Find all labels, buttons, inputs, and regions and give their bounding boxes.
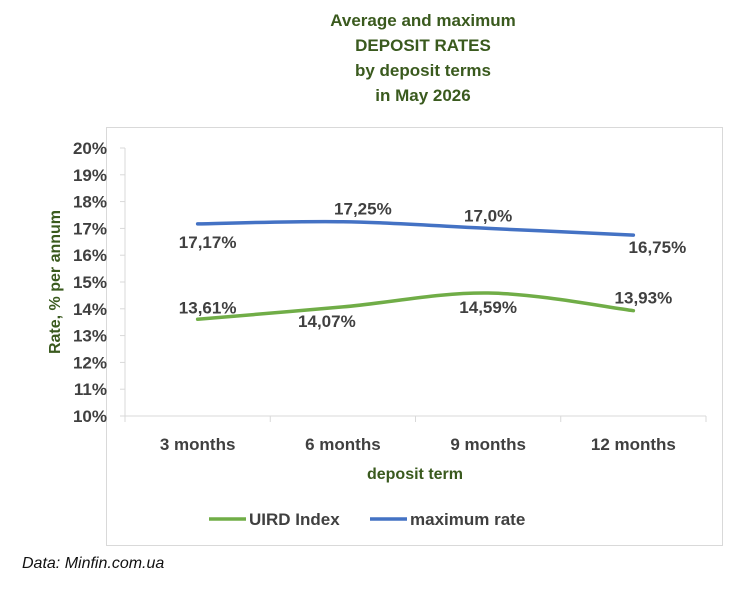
y-tick-label: 18%: [73, 193, 107, 212]
y-tick-label: 10%: [73, 407, 107, 426]
x-tick-label: 9 months: [450, 435, 526, 454]
legend: UIRD Index maximum rate: [209, 510, 525, 529]
data-label: 17,17%: [179, 233, 237, 252]
y-tick-label: 11%: [74, 380, 107, 399]
y-tick-label: 12%: [73, 353, 107, 372]
data-label: 14,59%: [459, 298, 517, 317]
y-tick-label: 16%: [73, 246, 107, 265]
y-axis: 10% 11% 12% 13% 14% 15% 16% 17% 18% 19% 20%: [73, 139, 126, 426]
x-tick-label: 6 months: [305, 435, 381, 454]
y-axis-label: Rate, % per annum: [47, 210, 64, 354]
y-tick-label: 20%: [73, 139, 107, 158]
series-line-uird-index: [195, 291, 636, 322]
chart-title: Average and maximum DEPOSIT RATES by dep…: [0, 8, 750, 108]
series-layer: [195, 219, 636, 322]
y-tick-label: 13%: [73, 327, 107, 346]
chart-title-line-2: DEPOSIT RATES: [355, 36, 491, 55]
y-tick-label: 15%: [73, 273, 107, 292]
data-label: 13,93%: [615, 289, 673, 308]
chart-frame: [106, 127, 723, 546]
data-label: 16,75%: [629, 238, 687, 257]
series-line-maximum-rate: [195, 219, 636, 237]
x-axis-label: deposit term: [367, 466, 463, 483]
x-axis: 3 months 6 months 9 months 12 months: [124, 415, 707, 454]
data-labels: 13,61% 14,07% 14,59% 13,93% 17,17% 17,25% 17,0…: [179, 200, 686, 331]
chart-title-line-3: by deposit terms: [354, 61, 492, 80]
x-tick-label: 3 months: [160, 435, 236, 454]
chart-title-line-1: Average and maximum: [330, 11, 516, 30]
chart-title-line-4: in May 2026: [375, 86, 471, 105]
y-tick-label: 19%: [73, 166, 107, 185]
source-note: Data: Minfin.com.ua: [22, 555, 165, 572]
legend-label: maximum rate: [410, 510, 525, 529]
data-label: 17,25%: [334, 200, 392, 219]
x-tick-label: 12 months: [591, 435, 676, 454]
data-label: 14,07%: [298, 312, 356, 331]
legend-label: UIRD Index: [249, 510, 340, 529]
data-label: 17,0%: [464, 206, 512, 225]
y-tick-label: 17%: [73, 219, 107, 238]
data-label: 13,61%: [179, 298, 237, 317]
y-tick-label: 14%: [73, 300, 107, 319]
